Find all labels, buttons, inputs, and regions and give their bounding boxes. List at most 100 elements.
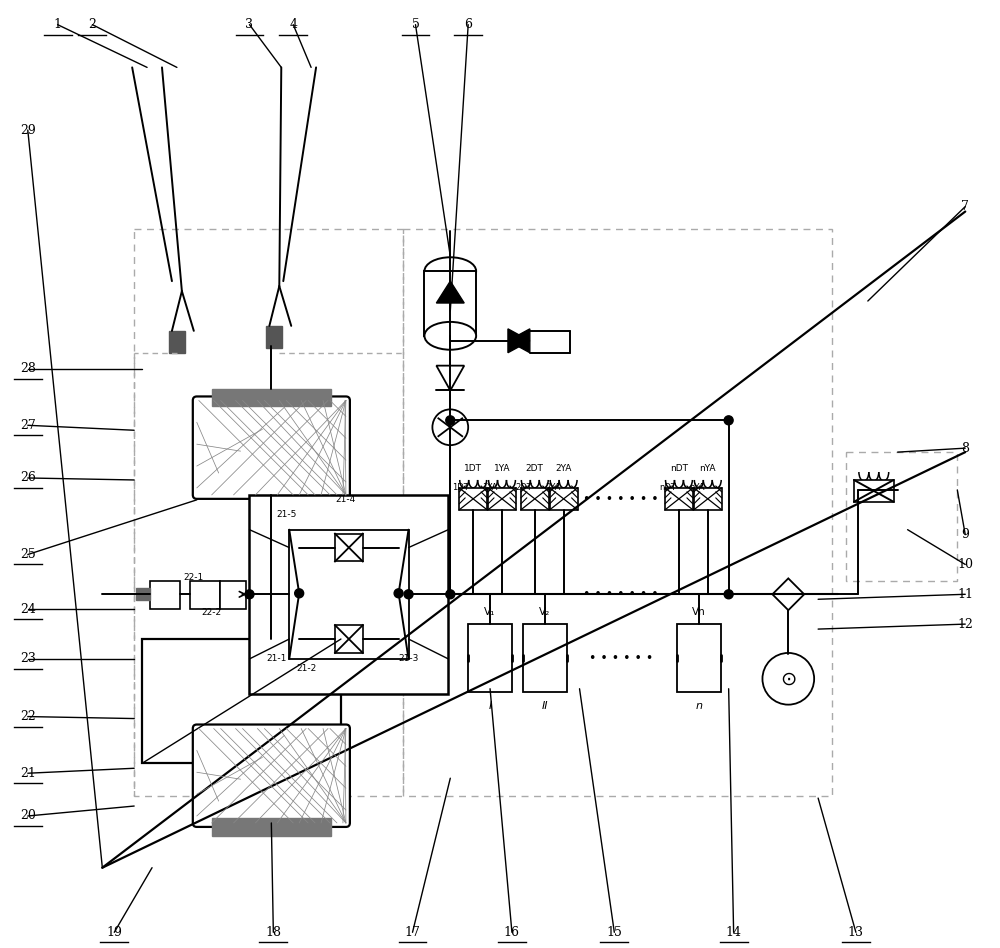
Text: 22-2: 22-2 (202, 608, 222, 617)
Text: 1YA: 1YA (482, 483, 498, 492)
Text: 21-5: 21-5 (276, 510, 296, 520)
Text: 23: 23 (20, 652, 36, 665)
Polygon shape (508, 329, 530, 353)
Bar (846, 452, 957, 581)
Text: 11: 11 (957, 588, 973, 601)
Polygon shape (508, 329, 530, 353)
Text: V₂: V₂ (539, 607, 550, 617)
Bar (665, 488, 693, 510)
Text: 1DT: 1DT (452, 483, 469, 492)
Bar (136, 589, 150, 600)
Text: 28: 28 (20, 362, 36, 375)
Text: 2YA: 2YA (555, 464, 572, 472)
Text: 19: 19 (106, 926, 122, 939)
Text: nYA: nYA (689, 483, 705, 492)
Text: 21: 21 (20, 767, 36, 780)
Text: 15: 15 (606, 926, 622, 939)
Bar (550, 488, 578, 510)
Text: Vn: Vn (692, 607, 706, 617)
Text: 24: 24 (20, 603, 36, 615)
Text: 1DT: 1DT (464, 464, 482, 472)
Bar (403, 229, 832, 796)
Bar (488, 488, 516, 510)
Text: 8: 8 (961, 442, 969, 455)
Text: V₁: V₁ (484, 607, 496, 617)
Bar (335, 534, 363, 561)
Text: 5: 5 (412, 18, 419, 31)
Text: 18: 18 (265, 926, 281, 939)
Bar (521, 488, 549, 510)
Text: 14: 14 (726, 926, 742, 939)
Text: 26: 26 (20, 471, 36, 484)
Text: 27: 27 (20, 419, 36, 431)
Circle shape (295, 589, 304, 598)
Text: 21-3: 21-3 (398, 654, 419, 664)
Ellipse shape (424, 322, 476, 350)
Circle shape (394, 589, 403, 598)
Text: ⊙: ⊙ (780, 669, 796, 688)
Bar (335, 625, 363, 653)
Circle shape (446, 416, 455, 425)
Text: 1: 1 (54, 18, 62, 31)
Circle shape (724, 416, 733, 425)
Bar (523, 624, 567, 692)
Text: II: II (541, 701, 548, 711)
Text: nDT: nDT (660, 483, 676, 492)
Text: 1YA: 1YA (494, 464, 510, 472)
Text: 2YA: 2YA (545, 483, 560, 492)
Polygon shape (436, 366, 464, 391)
Bar (220, 581, 246, 610)
Text: 10: 10 (957, 558, 973, 571)
Text: 21-4: 21-4 (336, 496, 356, 504)
Bar (142, 639, 341, 763)
Text: 17: 17 (405, 926, 420, 939)
Text: 6: 6 (464, 18, 472, 31)
Bar (468, 624, 512, 692)
Text: 22-1: 22-1 (184, 573, 204, 582)
Polygon shape (436, 282, 464, 303)
Text: 2: 2 (88, 18, 96, 31)
Bar (134, 229, 403, 796)
Text: 2DT: 2DT (526, 464, 544, 472)
Text: n: n (695, 701, 702, 711)
Text: • • • • • • •: • • • • • • • (583, 588, 659, 601)
Text: • • • • • • •: • • • • • • • (583, 493, 659, 506)
Text: 29: 29 (20, 123, 36, 137)
Text: 4: 4 (289, 18, 297, 31)
Text: 9: 9 (961, 528, 969, 541)
Text: I: I (488, 701, 492, 711)
Text: 2DT: 2DT (515, 483, 532, 492)
Polygon shape (772, 578, 804, 611)
Text: nDT: nDT (670, 464, 688, 472)
Circle shape (404, 590, 413, 599)
Text: 3: 3 (245, 18, 253, 31)
Text: 12: 12 (957, 617, 973, 630)
Text: nYA: nYA (700, 464, 716, 472)
Ellipse shape (424, 257, 476, 285)
Bar (212, 389, 331, 407)
Text: 20: 20 (20, 810, 36, 823)
Bar (854, 480, 894, 501)
Circle shape (762, 653, 814, 704)
Bar (150, 581, 180, 610)
Bar (289, 530, 409, 659)
Text: 7: 7 (961, 200, 969, 213)
Bar (249, 495, 448, 694)
Text: 13: 13 (848, 926, 864, 939)
Bar (459, 488, 487, 510)
Text: 16: 16 (504, 926, 520, 939)
Circle shape (724, 590, 733, 599)
Bar (169, 331, 185, 353)
Circle shape (432, 410, 468, 446)
Bar (190, 581, 220, 610)
Bar (424, 271, 476, 336)
Text: • • • • • •: • • • • • • (589, 652, 653, 665)
Text: 25: 25 (20, 548, 36, 561)
Bar (694, 488, 722, 510)
FancyBboxPatch shape (193, 724, 350, 827)
Circle shape (446, 590, 455, 599)
Circle shape (245, 590, 254, 599)
Text: 21-1: 21-1 (266, 654, 287, 664)
Text: 22: 22 (20, 710, 36, 723)
Bar (266, 326, 282, 348)
